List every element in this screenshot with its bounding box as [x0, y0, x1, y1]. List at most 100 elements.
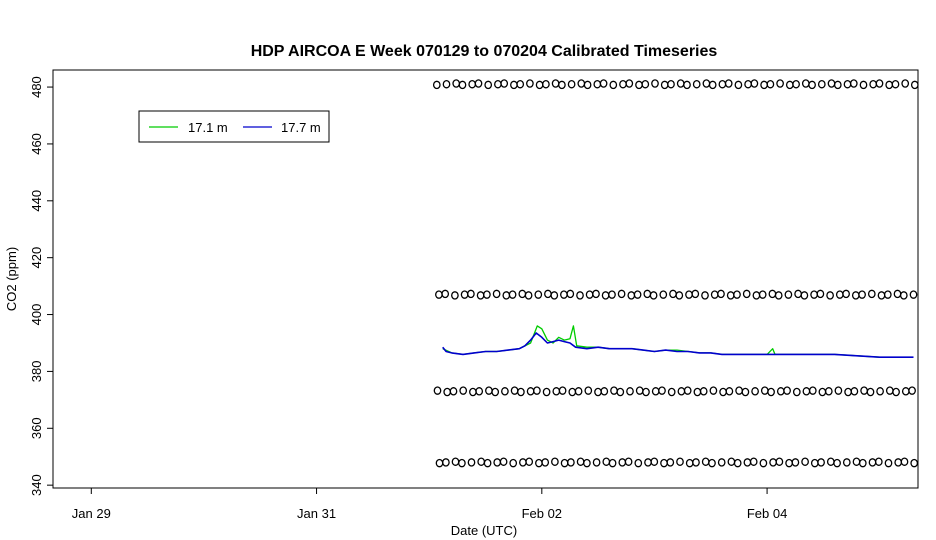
calibration-point	[526, 387, 535, 396]
calibration-point	[826, 291, 834, 300]
calibration-point	[701, 457, 710, 466]
legend-label-17-7m: 17.7 m	[281, 120, 321, 135]
calibration-point	[685, 290, 693, 299]
calibration-point	[574, 387, 583, 396]
calibration-point	[866, 387, 875, 397]
calibration-point	[508, 290, 517, 299]
calibration-point	[910, 80, 919, 90]
calibration-point	[534, 290, 543, 299]
calibration-point	[733, 290, 741, 299]
calibration-point	[833, 458, 841, 468]
calibration-point	[874, 457, 883, 466]
calibration-point	[693, 387, 702, 397]
calibration-point	[719, 387, 727, 397]
calibration-point	[794, 289, 802, 299]
calibration-point	[909, 290, 918, 299]
calibration-point	[509, 458, 518, 468]
calibration-point	[558, 386, 567, 395]
calibration-point	[758, 290, 767, 299]
calibration-point	[792, 79, 800, 89]
calibration-point	[708, 80, 717, 90]
calibration-point	[593, 79, 602, 89]
calibration-point	[660, 80, 669, 90]
calibration-point	[567, 79, 576, 89]
calibration-point	[443, 387, 452, 397]
calibration-point	[776, 387, 785, 396]
calibration-point	[592, 458, 601, 467]
calibration-point	[675, 291, 684, 300]
calibration-point	[643, 289, 652, 299]
calibration-point	[676, 79, 685, 88]
calibration-point	[785, 80, 794, 90]
calibration-point	[667, 387, 676, 397]
calibration-point	[818, 387, 827, 397]
calibration-point	[885, 80, 894, 90]
calibration-point	[625, 79, 634, 88]
calibration-point	[784, 290, 793, 299]
calibration-point	[577, 79, 586, 88]
calibration-point	[741, 387, 750, 397]
calibration-point	[816, 289, 825, 299]
calibration-point	[452, 79, 461, 88]
calibration-point	[610, 386, 618, 395]
calibration-point	[558, 80, 566, 90]
calibration-point	[550, 291, 559, 300]
calibration-point	[844, 387, 852, 397]
calibration-point	[518, 289, 527, 299]
calibration-point	[810, 458, 819, 468]
calibration-point	[474, 79, 483, 88]
calibration-point	[760, 80, 768, 90]
calibration-point	[669, 289, 677, 299]
calibration-point	[667, 79, 675, 89]
calibration-point	[783, 386, 791, 395]
calibration-point	[717, 458, 726, 467]
calibration-point	[749, 457, 758, 466]
calibration-point	[641, 79, 650, 89]
calibration-point	[725, 387, 734, 396]
calibration-point	[560, 458, 569, 468]
calibration-point	[742, 289, 751, 299]
calibration-point	[458, 80, 467, 90]
calibration-point	[908, 386, 916, 395]
calibration-point	[659, 290, 668, 299]
legend: 17.1 m 17.7 m	[138, 110, 330, 143]
calibration-point	[442, 458, 450, 467]
calibration-point	[599, 79, 608, 88]
x-axis: Jan 29 Jan 31 Feb 02 Feb 04	[72, 488, 787, 521]
calibration-point	[651, 387, 660, 396]
y-tick-label: 380	[29, 361, 44, 383]
calibration-point	[435, 290, 443, 299]
calibration-point	[601, 291, 610, 300]
calibration-point	[592, 289, 600, 299]
calibration-point	[885, 386, 894, 395]
calibration-point	[467, 289, 475, 299]
calibration-point	[433, 386, 442, 395]
calibration-point	[502, 291, 511, 300]
calibration-point	[635, 80, 643, 90]
calibration-point	[709, 386, 718, 395]
calibration-point	[901, 79, 910, 88]
calibration-point	[585, 290, 594, 299]
calibration-point	[877, 291, 886, 300]
calibration-point	[602, 457, 611, 466]
calibration-point	[718, 79, 727, 89]
series-lines	[442, 325, 914, 358]
calibration-point	[769, 458, 777, 467]
calibration-point	[899, 291, 908, 300]
y-tick-label: 360	[29, 417, 44, 439]
calibration-point	[432, 80, 441, 90]
y-tick-label: 400	[29, 304, 44, 326]
calibration-point	[699, 387, 708, 396]
calibration-point	[884, 458, 893, 468]
calibration-point	[776, 79, 784, 88]
calibration-point	[760, 386, 769, 395]
calibration-point	[692, 458, 700, 467]
calibration-point	[735, 386, 743, 395]
y-axis-label: CO2 (ppm)	[4, 247, 19, 311]
calibration-point	[594, 387, 602, 397]
calibration-point	[750, 79, 759, 88]
calibration-point	[801, 79, 810, 88]
calibration-point	[649, 291, 658, 300]
calibration-point	[510, 386, 519, 395]
calibration-point	[624, 457, 633, 466]
